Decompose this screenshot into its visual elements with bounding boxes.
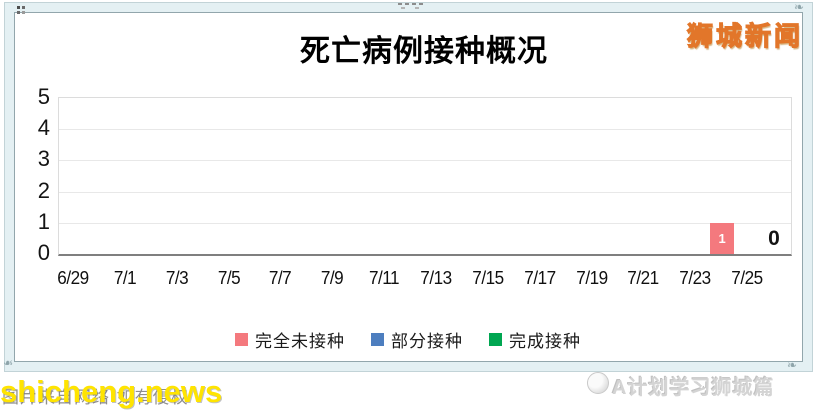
x-tick-label-6-29: 6/29 xyxy=(57,268,89,288)
legend-label-partially-vaccinated: 部分接种 xyxy=(391,332,463,351)
frame-top-center-ornament xyxy=(398,3,402,5)
legend-item-partially-vaccinated: 部分接种 xyxy=(371,327,463,352)
chart-legend: 完全未接种 部分接种 完成接种 xyxy=(42,327,774,352)
x-tick-label-7-15: 7/15 xyxy=(472,268,504,288)
x-tick-label-7-19: 7/19 xyxy=(575,268,608,288)
x-tick-label-7-3: 7/3 xyxy=(165,268,189,288)
image-source-caption: 图片来自网络·如有侵权 xyxy=(2,388,189,407)
legend-swatch-unvaccinated xyxy=(235,333,248,346)
site-logo: 狮城新闻 xyxy=(686,20,803,51)
frame-corner-ornament-top-right: ❧ xyxy=(794,0,805,14)
frame-corner-ornament-bottom-right: ❧ xyxy=(787,358,798,372)
legend-swatch-partially-vaccinated xyxy=(371,333,384,346)
unvaccinated-bar-7-24: 1 xyxy=(710,223,735,254)
gridline-y4 xyxy=(59,129,791,131)
y-tick-label-4: 4 xyxy=(37,115,50,141)
gridline-y2 xyxy=(59,191,791,193)
y-tick-label-2: 2 xyxy=(37,177,50,203)
x-tick-label-7-13: 7/13 xyxy=(420,268,452,288)
value-label-7-26: 0 xyxy=(768,227,780,250)
y-tick-label-3: 3 xyxy=(37,146,50,172)
x-tick-label-7-1: 7/1 xyxy=(113,268,137,288)
x-tick-label-7-11: 7/11 xyxy=(369,268,400,288)
x-tick-label-7-5: 7/5 xyxy=(217,268,240,288)
legend-label-unvaccinated: 完全未接种 xyxy=(255,332,345,351)
frame-corner-ornament-top-left xyxy=(17,6,20,9)
legend-item-fully-vaccinated: 完成接种 xyxy=(489,327,581,352)
x-tick-label-7-21: 7/21 xyxy=(627,268,660,288)
x-tick-label-7-9: 7/9 xyxy=(321,268,344,288)
shicheng-news-watermark: shicheng.news xyxy=(0,374,223,409)
legend-swatch-fully-vaccinated xyxy=(489,333,502,346)
x-tick-label-7-25: 7/25 xyxy=(731,268,763,288)
y-tick-label-1: 1 xyxy=(37,208,50,234)
legend-label-fully-vaccinated: 完成接种 xyxy=(509,332,581,351)
gridline-y3 xyxy=(59,160,791,162)
x-tick-label-7-17: 7/17 xyxy=(523,268,556,288)
account-avatar xyxy=(587,372,609,394)
account-name-watermark: A计划学习狮城篇 xyxy=(612,377,775,399)
y-tick-label-5: 5 xyxy=(37,84,50,109)
page-title: 死亡病例接种概况 xyxy=(300,35,548,68)
x-tick-label-7-23: 7/23 xyxy=(679,268,711,288)
x-tick-label-7-7: 7/7 xyxy=(269,268,292,288)
gridline-y1 xyxy=(59,222,791,224)
frame-corner-ornament-bottom-left: ❧ xyxy=(3,356,14,370)
bar-value-label: 1 xyxy=(718,231,726,246)
legend-item-unvaccinated: 完全未接种 xyxy=(235,327,345,352)
y-tick-label-0: 0 xyxy=(37,240,50,265)
